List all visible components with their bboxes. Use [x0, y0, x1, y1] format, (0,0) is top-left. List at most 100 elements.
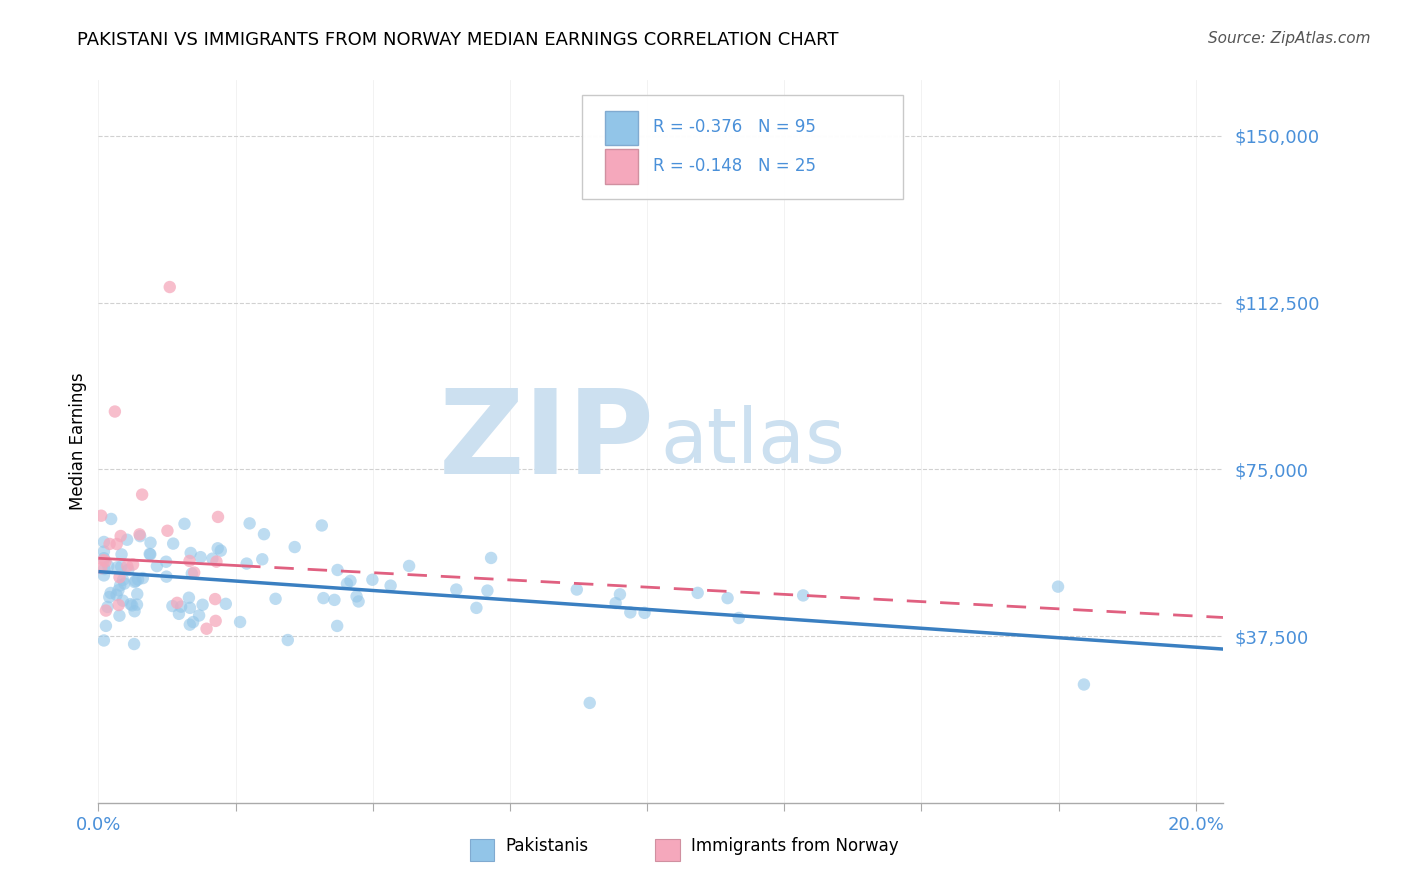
Point — [326, 563, 349, 577]
Text: Pakistanis: Pakistanis — [506, 838, 589, 855]
Point — [609, 587, 631, 601]
Point — [239, 516, 262, 531]
Point — [183, 566, 205, 580]
Point — [127, 573, 149, 587]
Point — [173, 516, 195, 531]
Point — [179, 600, 201, 615]
Point — [124, 574, 146, 588]
Point — [180, 566, 202, 581]
Point — [96, 599, 118, 614]
Point — [125, 598, 148, 612]
Point — [90, 561, 112, 575]
Point — [105, 560, 128, 574]
Point — [107, 583, 129, 598]
Point — [336, 576, 359, 591]
Point — [465, 600, 488, 615]
Point — [191, 598, 214, 612]
Point — [346, 590, 368, 604]
Point — [633, 606, 655, 620]
Point — [131, 487, 153, 501]
Point — [177, 591, 200, 605]
Point — [105, 588, 128, 602]
Point — [159, 280, 181, 294]
FancyBboxPatch shape — [605, 111, 638, 145]
Point — [229, 615, 252, 629]
Point — [565, 582, 588, 597]
Point — [100, 512, 122, 526]
Point — [578, 696, 600, 710]
Point — [122, 558, 145, 572]
Text: Source: ZipAtlas.com: Source: ZipAtlas.com — [1208, 31, 1371, 46]
Point — [323, 593, 346, 607]
Text: R = -0.148   N = 25: R = -0.148 N = 25 — [652, 156, 815, 175]
Point — [94, 604, 117, 618]
Point — [311, 518, 333, 533]
Point — [162, 536, 184, 550]
Point — [93, 633, 115, 648]
Point — [111, 593, 134, 607]
Point — [115, 533, 138, 547]
Point — [108, 608, 131, 623]
FancyBboxPatch shape — [655, 838, 681, 861]
Text: ZIP: ZIP — [439, 384, 655, 499]
Point — [117, 559, 139, 574]
Point — [124, 574, 146, 589]
Point — [180, 546, 202, 560]
Point — [204, 614, 226, 628]
Point — [155, 569, 177, 583]
Point — [117, 563, 139, 577]
Point — [1047, 580, 1070, 594]
FancyBboxPatch shape — [582, 95, 903, 200]
Point — [446, 582, 468, 597]
Point — [110, 559, 132, 574]
Point — [179, 554, 201, 568]
Point — [128, 527, 150, 541]
Point — [93, 535, 115, 549]
Point — [93, 562, 115, 576]
Point — [605, 596, 627, 610]
Point — [94, 619, 117, 633]
Point — [121, 599, 143, 613]
Point — [93, 544, 115, 558]
Y-axis label: Median Earnings: Median Earnings — [69, 373, 87, 510]
Point — [1073, 677, 1095, 691]
Point — [132, 571, 155, 585]
Point — [108, 570, 131, 584]
Point — [215, 597, 238, 611]
Point — [97, 559, 120, 574]
Point — [619, 606, 641, 620]
Point — [93, 551, 115, 566]
Point — [277, 633, 299, 648]
Point — [326, 619, 349, 633]
Text: Immigrants from Norway: Immigrants from Norway — [692, 838, 898, 855]
Point — [284, 540, 307, 554]
Point — [201, 551, 224, 566]
Point — [170, 599, 193, 614]
Point — [727, 611, 749, 625]
Point — [108, 578, 131, 592]
Point — [112, 573, 135, 587]
Point — [188, 608, 211, 623]
Point — [166, 596, 188, 610]
FancyBboxPatch shape — [470, 838, 495, 861]
Point — [347, 594, 370, 608]
Point — [127, 587, 149, 601]
Point — [398, 558, 420, 573]
Text: PAKISTANI VS IMMIGRANTS FROM NORWAY MEDIAN EARNINGS CORRELATION CHART: PAKISTANI VS IMMIGRANTS FROM NORWAY MEDI… — [77, 31, 839, 49]
Point — [205, 555, 228, 569]
Point — [195, 622, 218, 636]
Point — [479, 551, 502, 566]
Point — [105, 537, 128, 551]
Point — [104, 404, 127, 418]
Point — [93, 553, 115, 567]
Point — [252, 552, 274, 566]
Point — [190, 550, 212, 565]
Point — [380, 579, 402, 593]
Point — [339, 574, 361, 588]
Point — [139, 535, 162, 549]
Point — [138, 547, 160, 561]
Point — [146, 559, 169, 574]
Point — [312, 591, 335, 606]
Point — [155, 555, 177, 569]
Point — [94, 554, 117, 568]
